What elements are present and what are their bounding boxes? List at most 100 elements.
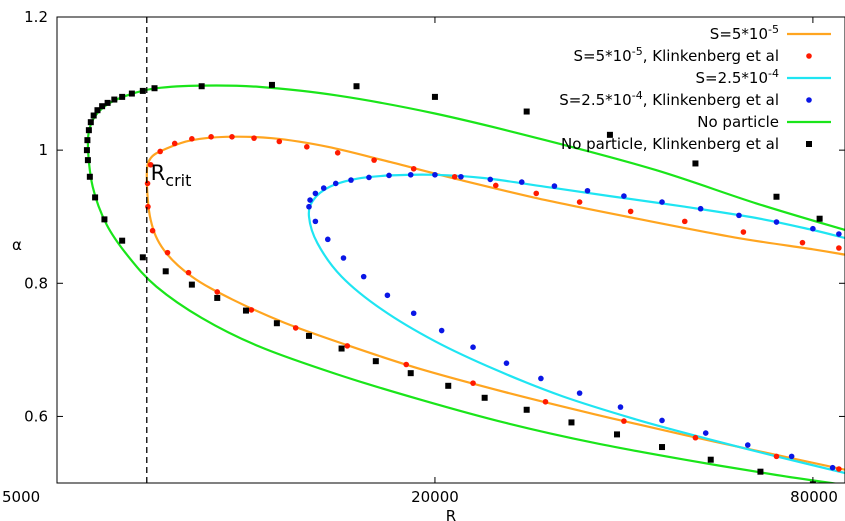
data-point-square [481,394,488,401]
data-point-circle [576,390,583,396]
data-point-square [83,147,90,154]
legend-label-exponent: -4 [632,89,643,102]
legend-label: S=2.5*10-4, Klinkenberg et al [559,89,779,109]
y-tick-label: 1.2 [24,8,48,26]
data-point-square [305,332,312,339]
data-point-circle [584,187,591,194]
data-point-circle [432,171,438,178]
data-point-circle [386,172,392,179]
data-point-square [773,193,780,200]
data-point-square [86,173,93,180]
legend-label: S=2.5*10-4 [695,67,779,87]
data-point-circle [332,180,339,187]
data-point-square [128,90,135,97]
data-point-square [273,320,280,327]
data-point-square [139,254,146,261]
data-point-circle [799,239,806,246]
data-point-circle [164,249,171,256]
data-point-square [90,112,97,119]
r-crit-annotation-base: R [151,161,166,185]
data-point-square [268,81,275,88]
data-point-circle [740,229,747,235]
data-point-circle [576,199,583,205]
data-point-circle [171,140,178,147]
data-point-circle [692,434,699,441]
data-point-square [84,157,91,164]
data-point-circle [773,453,780,460]
x-tick-label: 20000 [411,488,459,506]
data-point-square [214,294,221,301]
data-point-circle [659,199,665,205]
data-point-circle [744,442,751,448]
legend-label-base: S=5*10 [574,47,632,65]
data-point-circle [145,203,151,210]
data-point-circle [410,310,417,317]
data-point-square [659,444,666,451]
data-point-square [198,83,205,90]
y-axis-label: α [12,236,22,254]
legend-label: No particle, Klinkenberg et al [561,135,779,153]
data-point-circle [836,466,842,472]
legend-label: S=5*10-5, Klinkenberg et al [574,45,780,65]
data-point-square [692,160,699,167]
data-point-circle [451,173,458,180]
legend-label-exponent: -4 [768,67,779,80]
r-crit-annotation-subscript: crit [165,171,191,190]
plot-frame [56,16,845,484]
data-point-circle [681,218,688,225]
data-point-circle [144,180,151,187]
legend-label-base: No particle, Klinkenberg et al [561,135,779,153]
data-point-circle [617,404,624,410]
data-point-square [407,370,414,377]
axes-layer: 5000 20000 80000 0.6 0.8 1 1.2 [2,8,845,506]
data-point-circle [307,197,313,203]
data-point-circle [251,135,257,141]
data-point-circle [248,307,255,313]
data-point-circle [836,231,842,237]
x-tick-label: 5000 [2,488,40,506]
data-point-square [188,281,195,288]
data-point-circle [189,136,195,142]
data-point-circle [621,193,627,199]
data-point-circle [306,203,312,210]
data-point-circle [312,218,319,225]
data-point-square [242,307,249,314]
data-point-square [614,431,621,438]
data-point-circle [773,219,780,225]
data-point-circle [551,183,558,189]
legend-label-base: No particle [697,113,779,131]
data-point-circle [538,375,544,382]
data-point-circle [697,205,704,212]
data-point-circle [503,360,510,366]
data-point-square [431,93,438,100]
series-layer [83,81,845,483]
data-point-circle [403,361,410,368]
data-point-circle [736,212,742,219]
data-point-circle [438,327,445,334]
data-point-circle [324,236,331,243]
data-point-square [353,83,360,90]
data-point-square [816,215,823,222]
data-point-square [119,93,126,100]
data-point-square [99,103,106,110]
data-point-circle [810,225,816,232]
legend-label: No particle [697,113,779,131]
data-point-circle [312,190,319,197]
data-point-square [568,419,575,426]
legend-swatch-square [806,141,812,147]
data-point-circle [788,453,795,460]
data-point-square [104,99,111,106]
data-point-circle [360,273,367,280]
data-point-circle [829,464,836,471]
data-point-circle [470,380,476,386]
legend-label-exponent: -5 [632,45,643,58]
data-point-square [707,456,714,463]
data-point-square [84,137,91,144]
data-point-circle [344,343,351,349]
r-crit-annotation: Rcrit [151,161,192,190]
data-point-circle [208,134,214,140]
data-point-circle [320,185,327,191]
data-point-circle [492,182,499,189]
data-point-circle [185,269,192,276]
data-point-circle [334,150,341,156]
